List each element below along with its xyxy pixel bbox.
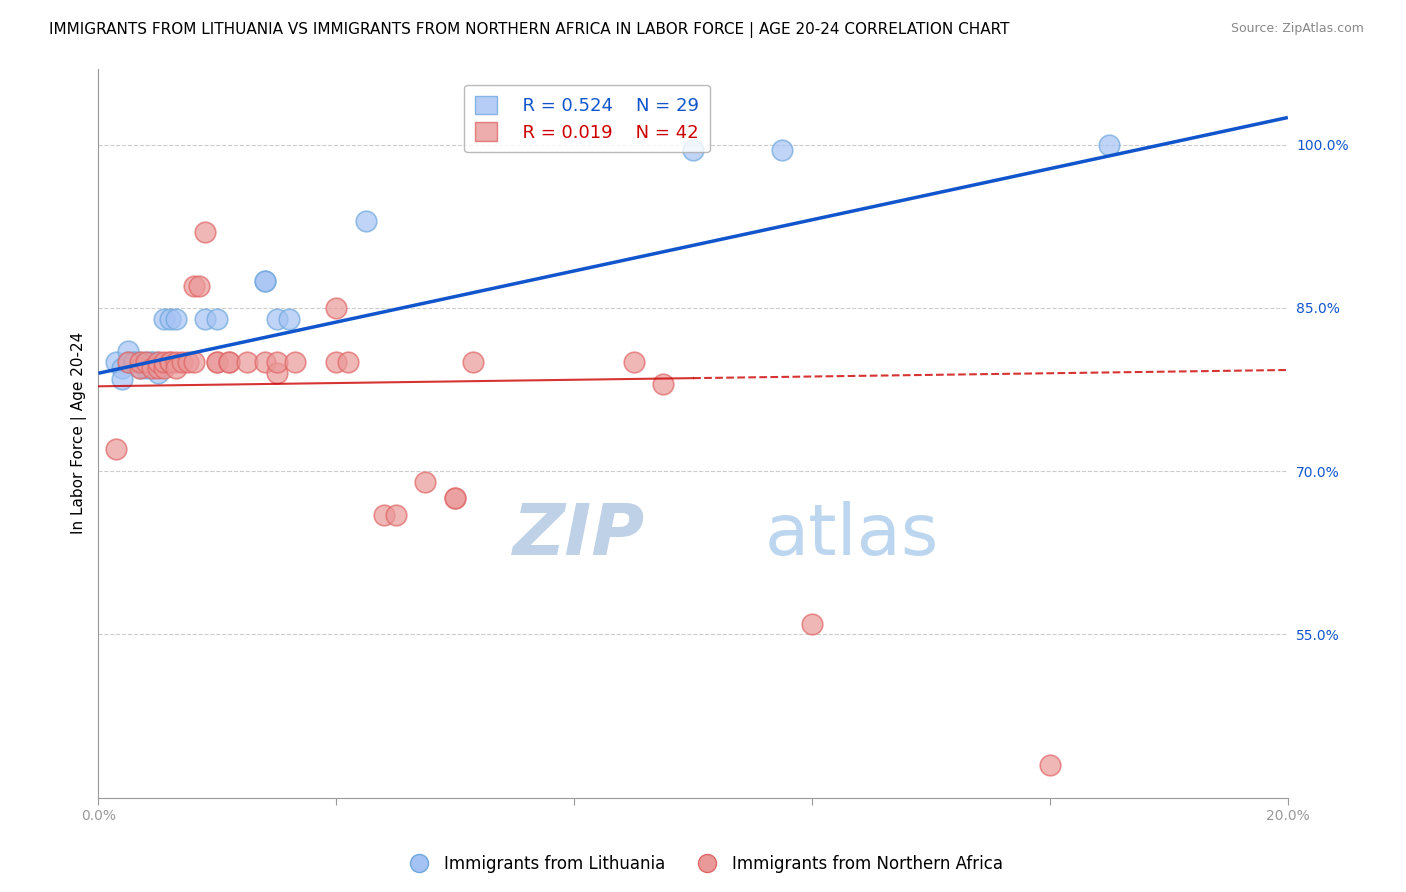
Point [461,355,484,369]
Point [122,355,145,369]
Point [207,311,229,326]
Point [129,360,152,375]
Point [188,279,211,293]
Point [218,355,240,369]
Point [266,311,288,326]
Point [253,355,276,369]
Point [105,355,128,369]
Point [135,360,157,375]
Point [253,274,276,288]
Point [146,366,169,380]
Point [111,372,134,386]
Point [146,355,169,369]
Point [165,360,187,375]
Point [159,355,181,369]
Legend:   R = 0.524    N = 29,   R = 0.019    N = 42: R = 0.524 N = 29, R = 0.019 N = 42 [464,85,710,153]
Point [236,355,259,369]
Text: atlas: atlas [765,500,939,570]
Point [207,355,229,369]
Point [183,279,205,293]
Point [159,311,181,326]
Point [444,491,467,506]
Text: IMMIGRANTS FROM LITHUANIA VS IMMIGRANTS FROM NORTHERN AFRICA IN LABOR FORCE | AG: IMMIGRANTS FROM LITHUANIA VS IMMIGRANTS … [49,22,1010,38]
Point [770,143,793,157]
Point [384,508,406,522]
Point [253,274,276,288]
Point [176,355,198,369]
Point [266,366,288,380]
Point [141,355,163,369]
Point [207,355,229,369]
Point [117,355,139,369]
Point [146,360,169,375]
Point [415,475,437,489]
Point [284,355,307,369]
Legend: Immigrants from Lithuania, Immigrants from Northern Africa: Immigrants from Lithuania, Immigrants fr… [396,848,1010,880]
Point [135,355,157,369]
Point [152,360,174,375]
Point [194,225,217,239]
Point [444,491,467,506]
Point [373,508,395,522]
Point [801,616,824,631]
Point [141,360,163,375]
Point [122,355,145,369]
Point [129,355,152,369]
Y-axis label: In Labor Force | Age 20-24: In Labor Force | Age 20-24 [72,332,87,534]
Point [218,355,240,369]
Point [117,355,139,369]
Point [325,355,347,369]
Point [152,355,174,369]
Point [1098,137,1121,152]
Point [266,355,288,369]
Point [1039,758,1062,772]
Point [146,355,169,369]
Point [165,311,187,326]
Text: ZIP: ZIP [513,500,645,570]
Point [129,355,152,369]
Point [165,355,187,369]
Point [354,214,377,228]
Point [194,311,217,326]
Point [652,377,675,392]
Text: Source: ZipAtlas.com: Source: ZipAtlas.com [1230,22,1364,36]
Point [141,360,163,375]
Point [135,355,157,369]
Point [152,311,174,326]
Point [159,355,181,369]
Point [682,143,704,157]
Point [111,360,134,375]
Point [129,360,152,375]
Point [170,355,193,369]
Point [277,311,299,326]
Point [337,355,360,369]
Point [117,344,139,359]
Point [183,355,205,369]
Point [141,355,163,369]
Point [623,355,645,369]
Point [325,301,347,315]
Point [105,442,128,457]
